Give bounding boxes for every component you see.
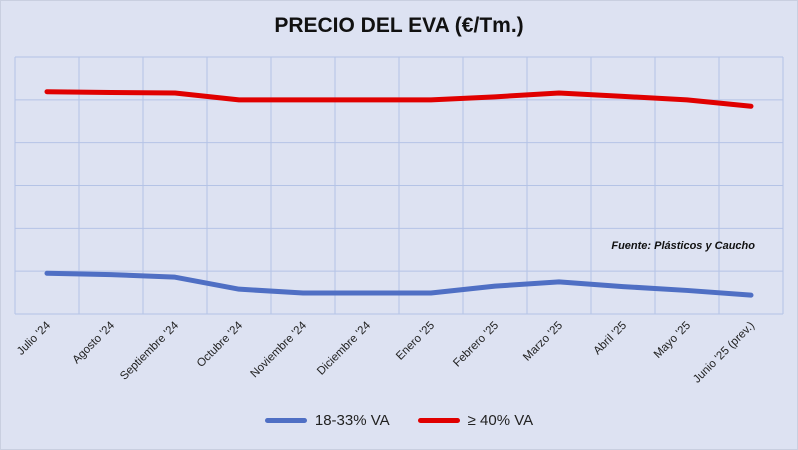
x-tick-label: Julio '24	[15, 319, 53, 357]
x-tick-label: Abril '25	[592, 320, 630, 358]
x-tick-label: Octubre '24	[195, 319, 246, 370]
legend-label: 18-33% VA	[314, 412, 390, 429]
x-tick-label: Febrero '25	[451, 320, 501, 370]
x-tick-label: Enero '25	[394, 320, 437, 363]
x-tick-label: Marzo '25	[521, 320, 565, 364]
legend: 18-33% VA ≥ 40% VA	[0, 412, 798, 429]
series-line-1	[44, 89, 754, 109]
legend-item: 18-33% VA	[264, 412, 390, 429]
legend-swatch	[417, 418, 460, 423]
x-tick-label: Agosto '24	[70, 319, 117, 366]
x-tick-label: Mayo '25	[652, 320, 693, 361]
x-tick-label: Diciembre '24	[315, 319, 373, 377]
x-tick-label: Noviembre '24	[248, 319, 309, 380]
x-tick-label: Junio '25 (prev.)	[691, 320, 757, 386]
legend-label: ≥ 40% VA	[467, 412, 534, 429]
x-tick-label: Septiembre '24	[118, 319, 181, 382]
legend-swatch	[264, 418, 307, 423]
chart-title: PRECIO DEL EVA (€/Tm.)	[274, 14, 524, 37]
source-annotation: Fuente: Plásticos y Caucho	[611, 240, 755, 252]
legend-item: ≥ 40% VA	[417, 412, 534, 429]
series-line-0	[44, 270, 754, 298]
